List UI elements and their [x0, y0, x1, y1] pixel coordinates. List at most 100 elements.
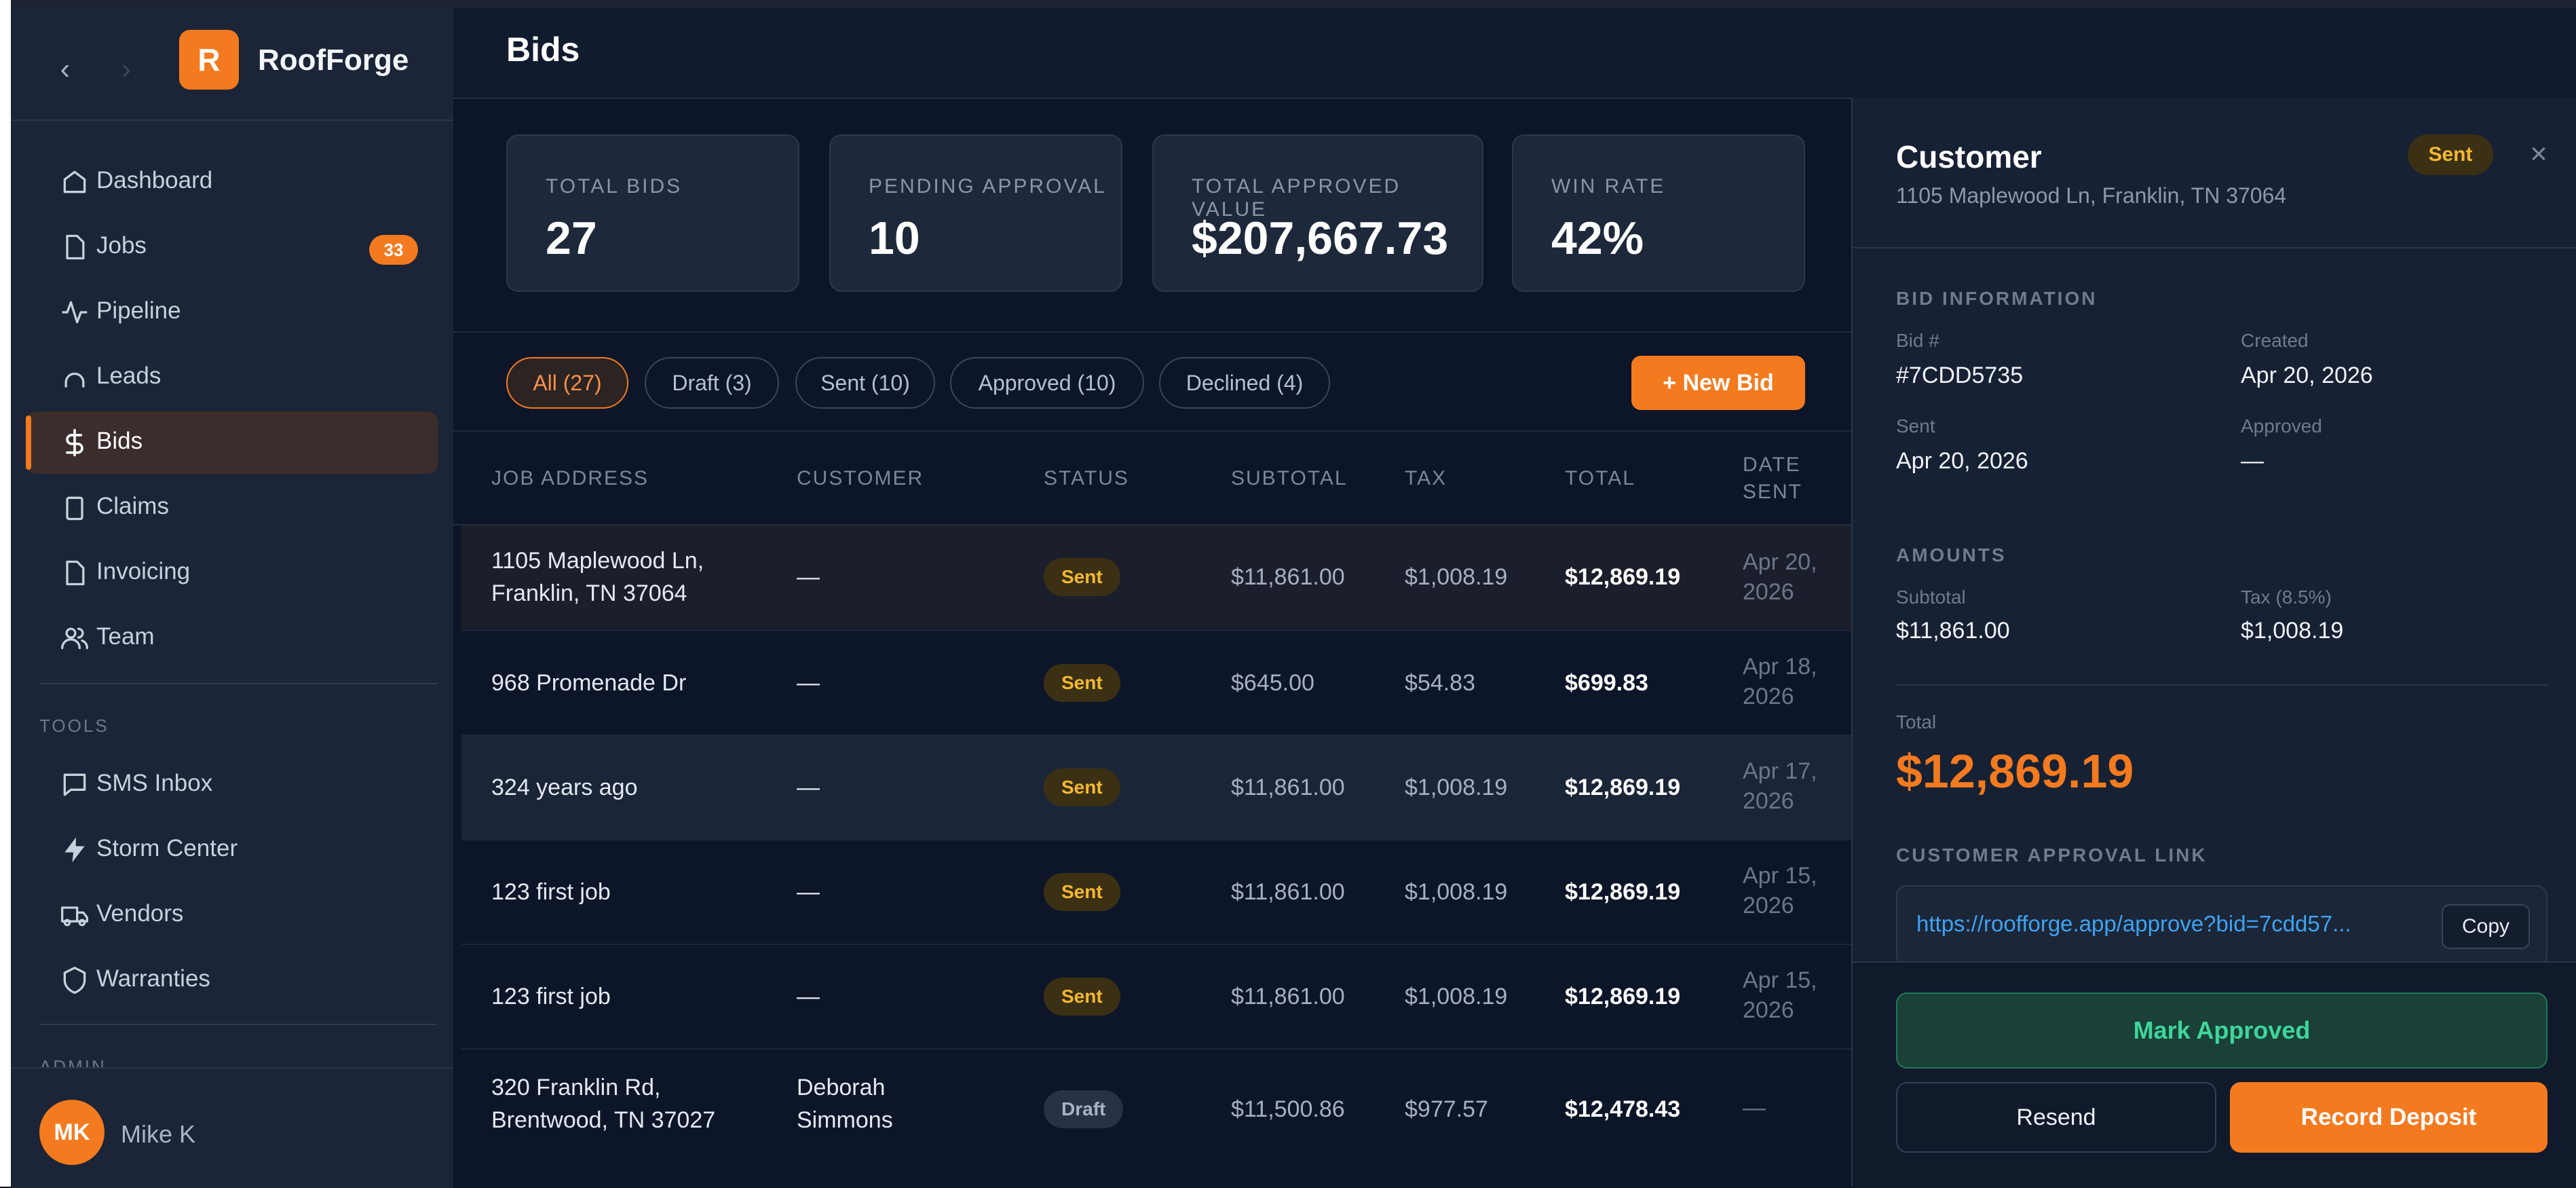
- tools-heading: TOOLS: [39, 716, 109, 736]
- stat-label: TOTAL APPROVED VALUE: [1192, 175, 1401, 221]
- bid-number: #7CDD5735: [1896, 363, 2024, 388]
- mark-approved-button[interactable]: Mark Approved: [1896, 992, 2547, 1069]
- sidebar-item-warranties[interactable]: Warranties: [26, 949, 438, 1011]
- back-arrow-icon[interactable]: ‹: [60, 52, 71, 86]
- filter-draft[interactable]: Draft (3): [645, 357, 779, 409]
- bid-information-heading: BID INFORMATION: [1896, 288, 2098, 309]
- tax: $1,008.19: [1405, 984, 1508, 1009]
- resend-button[interactable]: Resend: [1896, 1082, 2216, 1153]
- sidebar-item-label: Storm Center: [96, 835, 238, 861]
- divider: [453, 430, 1851, 432]
- job-address: 123 first job: [491, 984, 611, 1009]
- job-address: 320 Franklin Rd, Brentwood, TN 37027: [491, 1075, 716, 1133]
- column-header-subtotal[interactable]: SUBTOTAL: [1231, 467, 1348, 489]
- sidebar-item-leads[interactable]: Leads: [26, 346, 438, 409]
- column-header-total[interactable]: TOTAL: [1565, 467, 1635, 489]
- forward-arrow-icon[interactable]: ›: [121, 52, 132, 86]
- total-value: $12,869.19: [1896, 745, 2134, 798]
- sidebar-item-storm-center[interactable]: Storm Center: [26, 819, 438, 881]
- table-row[interactable]: 320 Franklin Rd, Brentwood, TN 37027 Debo…: [461, 1050, 1851, 1164]
- filter-approved[interactable]: Approved (10): [950, 357, 1144, 409]
- column-header-job-address[interactable]: JOB ADDRESS: [491, 467, 649, 489]
- app-name: RoofForge: [258, 43, 409, 77]
- customer: —: [797, 984, 820, 1009]
- table-row[interactable]: 123 first job — Sent $11,861.00 $1,008.1…: [461, 840, 1851, 945]
- status-badge: Draft: [1044, 1090, 1124, 1128]
- tax-value: $1,008.19: [2241, 618, 2344, 644]
- sidebar-item-dashboard[interactable]: Dashboard: [26, 151, 438, 213]
- total: $12,869.19: [1565, 879, 1681, 905]
- job-address: 123 first job: [491, 879, 611, 905]
- sidebar-item-team[interactable]: Team: [26, 607, 438, 669]
- avatar[interactable]: MK: [39, 1100, 105, 1165]
- stat-card-total-approved-value: TOTAL APPROVED VALUE $207,667.73: [1152, 134, 1483, 292]
- sidebar-item-bids[interactable]: Bids: [26, 411, 438, 474]
- truck-icon: [61, 906, 88, 927]
- customer: —: [797, 879, 820, 905]
- sidebar-item-label: Pipeline: [96, 297, 181, 324]
- close-icon[interactable]: ×: [2530, 137, 2547, 170]
- column-header-date[interactable]: DATE: [1743, 453, 1801, 476]
- sidebar-item-jobs[interactable]: Jobs 33: [26, 216, 438, 278]
- customer: —: [797, 564, 820, 590]
- subtotal: $11,861.00: [1231, 564, 1345, 590]
- clipboard-icon: [66, 496, 83, 521]
- table-row[interactable]: 968 Promenade Dr — Sent $645.00 $54.83 $…: [461, 631, 1851, 736]
- home-icon: [63, 170, 86, 193]
- sidebar-item-vendors[interactable]: Vendors: [26, 884, 438, 946]
- sidebar-item-sms-inbox[interactable]: SMS Inbox: [26, 754, 438, 816]
- job-address: 1105 Maplewood Ln, Franklin, TN 37064: [491, 548, 704, 606]
- user-profile[interactable]: MK Mike K: [11, 1067, 453, 1188]
- status-badge: Sent: [1044, 664, 1120, 702]
- sidebar-item-label: SMS Inbox: [96, 770, 213, 796]
- subtotal: $11,861.00: [1231, 775, 1345, 800]
- tax-label: Tax (8.5%): [2241, 587, 2332, 608]
- panel-title: Customer: [1896, 139, 2042, 174]
- status-badge: Sent: [1044, 558, 1120, 596]
- table-row[interactable]: 1105 Maplewood Ln, Franklin, TN 37064 — S…: [461, 525, 1851, 631]
- status-badge: Sent: [1044, 873, 1120, 911]
- user-name: Mike K: [121, 1120, 196, 1148]
- status-badge: Sent: [2408, 134, 2493, 175]
- created-date: Apr 20, 2026: [2241, 363, 2373, 388]
- filter-sent[interactable]: Sent (10): [795, 357, 935, 409]
- jobs-count-badge: 33: [369, 235, 418, 265]
- sidebar-item-label: Warranties: [96, 965, 210, 992]
- column-header-tax[interactable]: TAX: [1405, 467, 1447, 489]
- table-row[interactable]: 123 first job — Sent $11,861.00 $1,008.1…: [461, 945, 1851, 1050]
- sidebar-item-pipeline[interactable]: Pipeline: [26, 281, 438, 344]
- approved-label: Approved: [2241, 415, 2322, 437]
- stat-card-pending-approval: PENDING APPROVAL 10: [829, 134, 1122, 292]
- total: $699.83: [1565, 670, 1648, 696]
- lightning-icon: [64, 837, 85, 863]
- total: $12,869.19: [1565, 775, 1681, 800]
- tax: $1,008.19: [1405, 879, 1508, 905]
- column-header-customer[interactable]: CUSTOMER: [797, 467, 924, 489]
- status-badge: Sent: [1044, 978, 1120, 1016]
- stat-value: $207,667.73: [1192, 212, 1449, 264]
- bid-number-label: Bid #: [1896, 330, 1939, 351]
- sidebar-item-claims[interactable]: Claims: [26, 477, 438, 539]
- bid-detail-panel: Customer 1105 Maplewood Ln, Franklin, TN…: [1851, 98, 2576, 1188]
- sidebar-divider: [39, 1024, 437, 1025]
- new-bid-button[interactable]: + New Bid: [1631, 356, 1805, 410]
- total: $12,869.19: [1565, 984, 1681, 1009]
- total-label: Total: [1896, 711, 1937, 732]
- sidebar-item-label: Invoicing: [96, 558, 191, 584]
- app-logo[interactable]: R: [179, 30, 239, 90]
- copy-button[interactable]: Copy: [2442, 904, 2530, 949]
- column-header-sent[interactable]: SENT: [1743, 481, 1803, 503]
- document-icon: [66, 560, 85, 586]
- document-icon: [66, 234, 85, 260]
- column-header-status[interactable]: STATUS: [1044, 467, 1129, 489]
- total: $12,869.19: [1565, 564, 1681, 590]
- sidebar-item-invoicing[interactable]: Invoicing: [26, 542, 438, 604]
- stat-label: WIN RATE: [1551, 175, 1666, 198]
- table-row[interactable]: 324 years ago — Sent $11,861.00 $1,008.1…: [461, 736, 1851, 840]
- filter-declined[interactable]: Declined (4): [1159, 357, 1330, 409]
- filter-all[interactable]: All (27): [506, 357, 628, 409]
- subtotal: $11,500.86: [1231, 1096, 1345, 1122]
- approval-link[interactable]: https://roofforge.app/approve?bid=7cdd57…: [1916, 911, 2351, 936]
- record-deposit-button[interactable]: Record Deposit: [2230, 1082, 2547, 1153]
- sidebar-item-label: Dashboard: [96, 167, 213, 193]
